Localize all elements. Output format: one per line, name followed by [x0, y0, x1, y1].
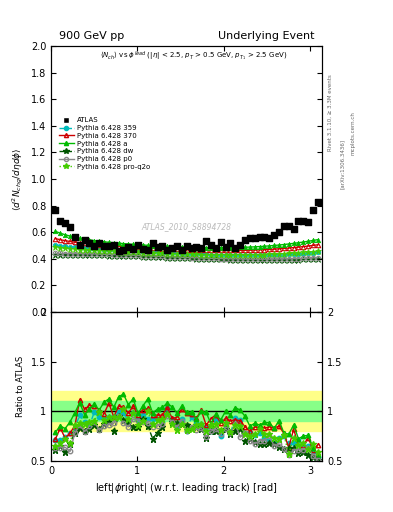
Point — [193, 243, 200, 251]
X-axis label: left|$\phi$right| (w.r.t. leading track) [rad]: left|$\phi$right| (w.r.t. leading track)… — [95, 481, 278, 495]
Point — [188, 244, 195, 252]
Point — [310, 206, 316, 214]
Point — [52, 205, 59, 214]
Point — [106, 242, 112, 250]
Point — [81, 236, 88, 244]
Point — [116, 246, 122, 254]
Point — [130, 245, 136, 253]
Point — [86, 239, 93, 247]
Point — [145, 246, 151, 254]
Point — [305, 218, 311, 226]
Point — [218, 238, 224, 246]
Point — [213, 244, 219, 252]
Point — [159, 242, 165, 250]
Point — [198, 244, 204, 252]
Point — [257, 233, 263, 242]
Point — [140, 245, 146, 253]
Point — [300, 217, 307, 225]
Text: Underlying Event: Underlying Event — [218, 31, 314, 41]
Point — [96, 239, 102, 247]
Point — [101, 242, 107, 250]
Point — [110, 241, 117, 249]
Point — [237, 241, 243, 249]
Point — [296, 218, 302, 226]
Point — [120, 246, 127, 254]
Point — [281, 222, 287, 230]
Y-axis label: Ratio to ATLAS: Ratio to ATLAS — [16, 356, 25, 417]
Point — [154, 243, 161, 251]
Point — [77, 241, 83, 249]
Text: Rivet 3.1.10, ≥ 3.3M events: Rivet 3.1.10, ≥ 3.3M events — [328, 74, 333, 151]
Point — [261, 232, 268, 241]
Point — [227, 239, 233, 247]
Point — [179, 246, 185, 254]
Point — [290, 225, 297, 233]
Point — [135, 241, 141, 249]
Point — [203, 237, 209, 245]
Y-axis label: $\langle d^2 N_{chg}/d\eta d\phi \rangle$: $\langle d^2 N_{chg}/d\eta d\phi \rangle… — [11, 147, 25, 211]
Point — [242, 236, 248, 244]
Legend: ATLAS, Pythia 6.428 359, Pythia 6.428 370, Pythia 6.428 a, Pythia 6.428 dw, Pyth: ATLAS, Pythia 6.428 359, Pythia 6.428 37… — [57, 116, 151, 171]
Point — [232, 244, 239, 252]
Bar — [51, 401, 322, 421]
Text: mcplots.cern.ch: mcplots.cern.ch — [351, 111, 356, 155]
Point — [208, 241, 214, 249]
Point — [315, 198, 321, 206]
Point — [276, 228, 282, 236]
Point — [169, 244, 175, 252]
Text: ATLAS_2010_S8894728: ATLAS_2010_S8894728 — [141, 222, 232, 231]
Point — [164, 246, 171, 254]
Point — [247, 233, 253, 242]
Point — [174, 242, 180, 250]
Point — [266, 234, 272, 242]
Point — [286, 222, 292, 230]
Point — [72, 233, 78, 241]
Point — [57, 217, 63, 225]
Point — [91, 242, 97, 250]
Point — [149, 239, 156, 247]
Text: [arXiv:1306.3436]: [arXiv:1306.3436] — [340, 139, 345, 189]
Text: $\langle N_{ch} \rangle$ vs $\phi^{lead}$ (|$\eta$| < 2.5, $p_T$ > 0.5 GeV, $p_{: $\langle N_{ch} \rangle$ vs $\phi^{lead}… — [100, 50, 287, 63]
Point — [271, 230, 277, 239]
Point — [184, 242, 190, 250]
Point — [125, 243, 132, 251]
Point — [252, 234, 258, 242]
Point — [222, 243, 229, 251]
Bar — [51, 391, 322, 431]
Point — [67, 223, 73, 231]
Text: 900 GeV pp: 900 GeV pp — [59, 31, 125, 41]
Point — [62, 219, 68, 227]
